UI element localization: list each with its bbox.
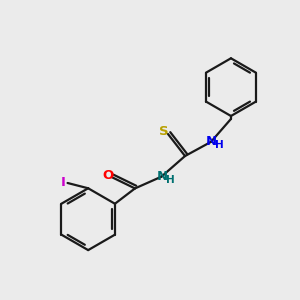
Text: H: H — [215, 140, 224, 150]
Text: S: S — [159, 124, 169, 137]
Text: N: N — [157, 169, 168, 183]
Text: I: I — [61, 176, 66, 189]
Text: O: O — [102, 169, 113, 182]
Text: N: N — [206, 135, 217, 148]
Text: H: H — [166, 175, 175, 185]
